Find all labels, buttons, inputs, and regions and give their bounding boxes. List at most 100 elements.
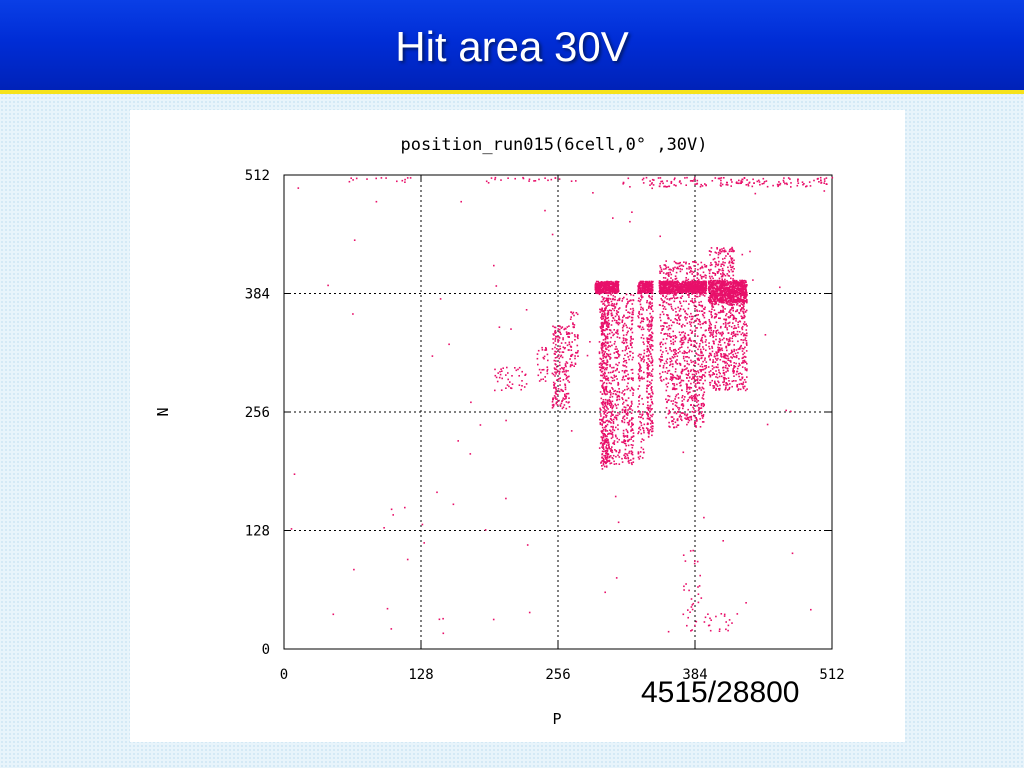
data-point xyxy=(669,327,672,330)
data-point xyxy=(732,303,734,305)
data-point xyxy=(612,418,615,421)
data-point xyxy=(700,403,703,406)
data-point xyxy=(649,338,651,341)
data-point xyxy=(716,385,719,387)
data-point xyxy=(616,302,618,305)
data-point xyxy=(601,308,603,311)
data-point xyxy=(683,352,685,355)
data-point xyxy=(687,369,689,372)
data-point xyxy=(626,338,628,341)
data-point xyxy=(627,311,629,314)
data-point xyxy=(666,400,668,403)
data-point xyxy=(603,381,606,384)
data-point xyxy=(641,326,644,329)
data-point xyxy=(603,391,606,393)
data-point xyxy=(621,441,623,443)
data-point xyxy=(701,313,704,316)
data-point xyxy=(612,289,614,291)
data-point xyxy=(711,301,713,303)
data-point xyxy=(742,280,744,282)
data-point xyxy=(738,301,741,303)
data-point xyxy=(733,325,736,327)
data-point xyxy=(607,379,610,382)
data-point xyxy=(734,287,736,290)
data-point xyxy=(659,266,662,269)
data-point xyxy=(673,284,675,287)
data-point xyxy=(692,271,695,273)
data-point xyxy=(743,281,745,284)
data-point xyxy=(639,455,642,458)
data-point xyxy=(624,349,627,352)
data-point xyxy=(616,378,618,380)
data-point xyxy=(627,397,630,399)
data-point xyxy=(643,431,645,434)
data-point xyxy=(638,431,640,433)
data-point xyxy=(721,280,724,282)
data-point xyxy=(609,290,611,293)
data-point xyxy=(713,309,716,311)
data-point xyxy=(717,348,720,350)
data-point xyxy=(664,342,667,345)
data-point xyxy=(648,431,650,433)
data-point xyxy=(641,313,643,316)
data-point xyxy=(720,309,722,312)
data-point xyxy=(610,309,613,312)
data-point xyxy=(603,362,605,364)
data-point xyxy=(639,428,642,431)
data-point xyxy=(678,310,681,312)
data-point xyxy=(671,281,674,283)
data-point xyxy=(605,284,608,287)
data-point xyxy=(695,327,697,329)
data-point xyxy=(638,326,641,329)
data-point xyxy=(625,428,628,431)
data-point xyxy=(631,417,633,419)
data-point xyxy=(605,447,608,449)
data-point xyxy=(732,295,734,297)
data-point xyxy=(735,280,738,282)
data-point xyxy=(606,393,608,395)
data-point xyxy=(726,279,728,282)
data-point xyxy=(718,381,720,384)
data-point xyxy=(631,451,634,454)
data-point xyxy=(709,384,711,386)
data-point xyxy=(644,291,646,294)
data-point xyxy=(745,350,748,352)
data-point xyxy=(708,286,711,289)
data-point xyxy=(674,388,676,391)
data-point xyxy=(600,397,603,400)
data-point xyxy=(684,365,686,367)
data-point xyxy=(741,347,744,350)
data-point xyxy=(745,361,747,363)
data-point xyxy=(676,281,678,284)
data-point xyxy=(736,384,739,386)
data-point xyxy=(642,448,645,451)
data-point xyxy=(675,271,678,274)
data-point xyxy=(717,288,719,291)
data-point xyxy=(611,379,614,382)
data-point xyxy=(607,438,609,441)
data-point xyxy=(641,397,643,400)
data-point xyxy=(651,357,653,360)
data-point xyxy=(603,371,606,374)
data-point xyxy=(702,271,705,274)
data-point xyxy=(674,288,677,291)
data-point xyxy=(699,293,701,295)
data-point xyxy=(617,403,619,406)
data-point xyxy=(667,335,669,337)
data-point xyxy=(623,365,625,367)
data-point xyxy=(607,439,609,442)
data-point xyxy=(674,355,676,358)
data-point xyxy=(646,292,649,294)
data-point xyxy=(651,430,653,433)
data-point xyxy=(739,281,741,284)
data-point xyxy=(738,285,740,287)
data-point xyxy=(735,295,738,298)
data-point xyxy=(637,452,640,455)
data-point xyxy=(667,289,670,292)
data-point xyxy=(729,312,732,314)
data-point xyxy=(693,275,695,278)
data-point xyxy=(659,342,662,344)
data-point xyxy=(690,321,693,324)
data-point xyxy=(596,292,599,294)
data-point xyxy=(621,420,623,422)
